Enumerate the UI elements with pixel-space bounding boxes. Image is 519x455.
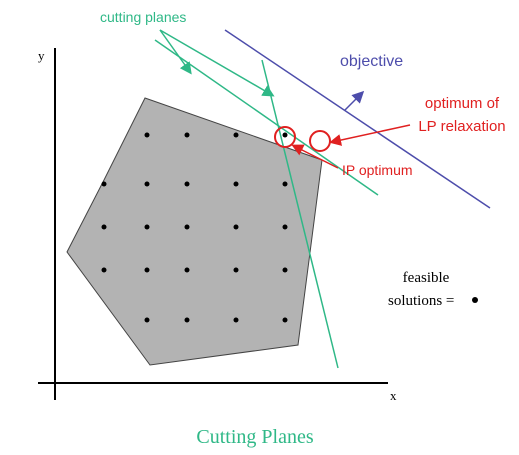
legend-dot	[472, 297, 478, 303]
integer-point	[233, 181, 239, 187]
cutting-planes-label: cutting planes	[100, 9, 186, 25]
integer-point	[184, 224, 190, 230]
integer-point	[282, 224, 288, 230]
integer-point	[144, 317, 150, 323]
integer-point	[144, 132, 150, 138]
y-axis-label: y	[38, 48, 45, 63]
integer-point	[233, 267, 239, 273]
integer-point	[282, 181, 288, 187]
caption: Cutting Planes	[196, 426, 313, 448]
integer-point	[144, 181, 150, 187]
lp-label: LP relaxation	[418, 118, 505, 135]
integer-point	[184, 181, 190, 187]
integer-point	[282, 317, 288, 323]
cutting-plane	[154, 39, 379, 196]
integer-point	[282, 267, 288, 273]
integer-point	[144, 267, 150, 273]
integer-point	[233, 132, 239, 138]
feasible-label: feasible	[403, 270, 450, 286]
integer-points	[101, 132, 288, 323]
x-axis-label: x	[390, 388, 397, 403]
feasible-label: solutions =	[388, 293, 454, 309]
ip-label: IP optimum	[342, 162, 413, 178]
lp-arrow	[329, 124, 411, 146]
cutting-plane	[261, 59, 339, 369]
integer-point	[233, 224, 239, 230]
integer-point	[184, 267, 190, 273]
ip-optimum-circle	[274, 126, 296, 148]
feasible-region	[66, 97, 323, 366]
integer-point	[101, 267, 107, 273]
lp-optimum-circle	[309, 130, 331, 152]
label-arrow	[159, 29, 275, 97]
integer-point	[101, 181, 107, 187]
ip-arrow	[291, 144, 339, 169]
objective-line	[224, 29, 491, 209]
integer-point	[144, 224, 150, 230]
integer-point	[101, 224, 107, 230]
lp-label: optimum of	[425, 95, 500, 112]
integer-point	[184, 317, 190, 323]
integer-point	[282, 132, 288, 138]
integer-point	[233, 317, 239, 323]
integer-point	[184, 132, 190, 138]
objective-label: objective	[340, 53, 403, 70]
label-arrow	[159, 29, 192, 75]
objective-arrow	[344, 90, 365, 111]
